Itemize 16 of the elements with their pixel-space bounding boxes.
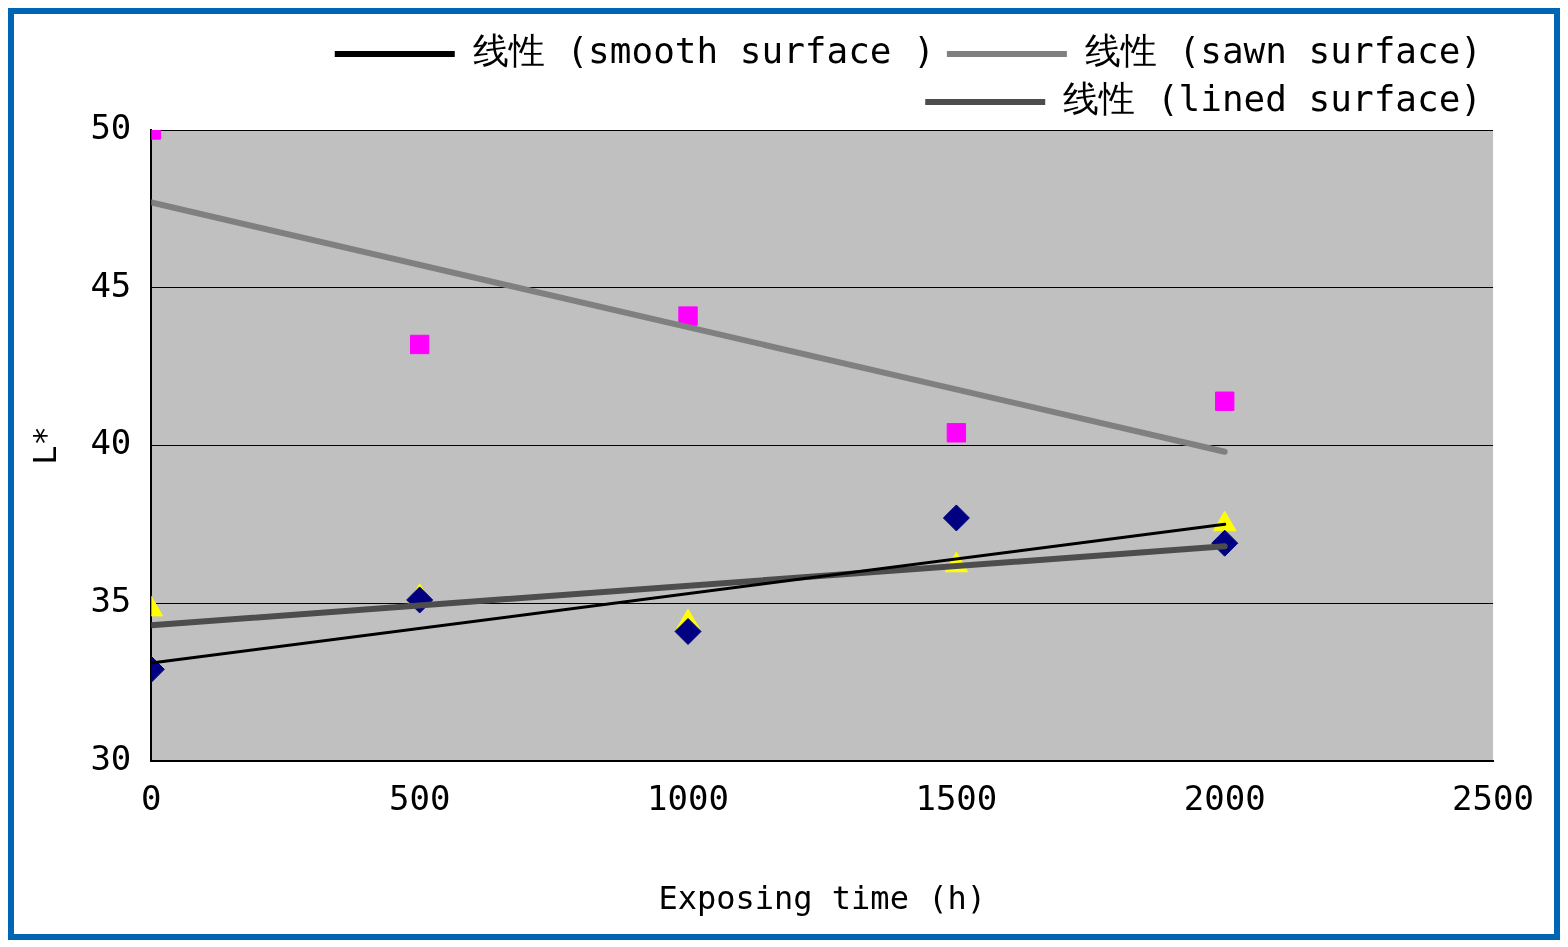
legend-label: 线性 (smooth surface ) [472, 30, 935, 72]
y-axis-title: L* [25, 426, 64, 465]
legend-label: 线性 (lined surface) [1063, 78, 1482, 120]
y-tick-label: 40 [90, 422, 132, 463]
y-tick-label: 35 [90, 579, 132, 620]
x-tick-label: 2000 [1183, 778, 1266, 819]
x-tick-label: 1500 [915, 778, 998, 819]
y-tick-label: 50 [90, 106, 132, 147]
legend-label: 线性 (sawn surface) [1084, 30, 1482, 72]
y-tick-label: 30 [90, 737, 132, 778]
y-tick-label: 45 [90, 264, 132, 305]
x-axis-title: Exposing time (h) [658, 879, 986, 918]
x-tick-label: 2500 [1452, 778, 1535, 819]
x-tick-label: 500 [388, 778, 451, 819]
x-tick-label: 0 [141, 778, 162, 819]
x-tick-label: 1000 [647, 778, 729, 819]
